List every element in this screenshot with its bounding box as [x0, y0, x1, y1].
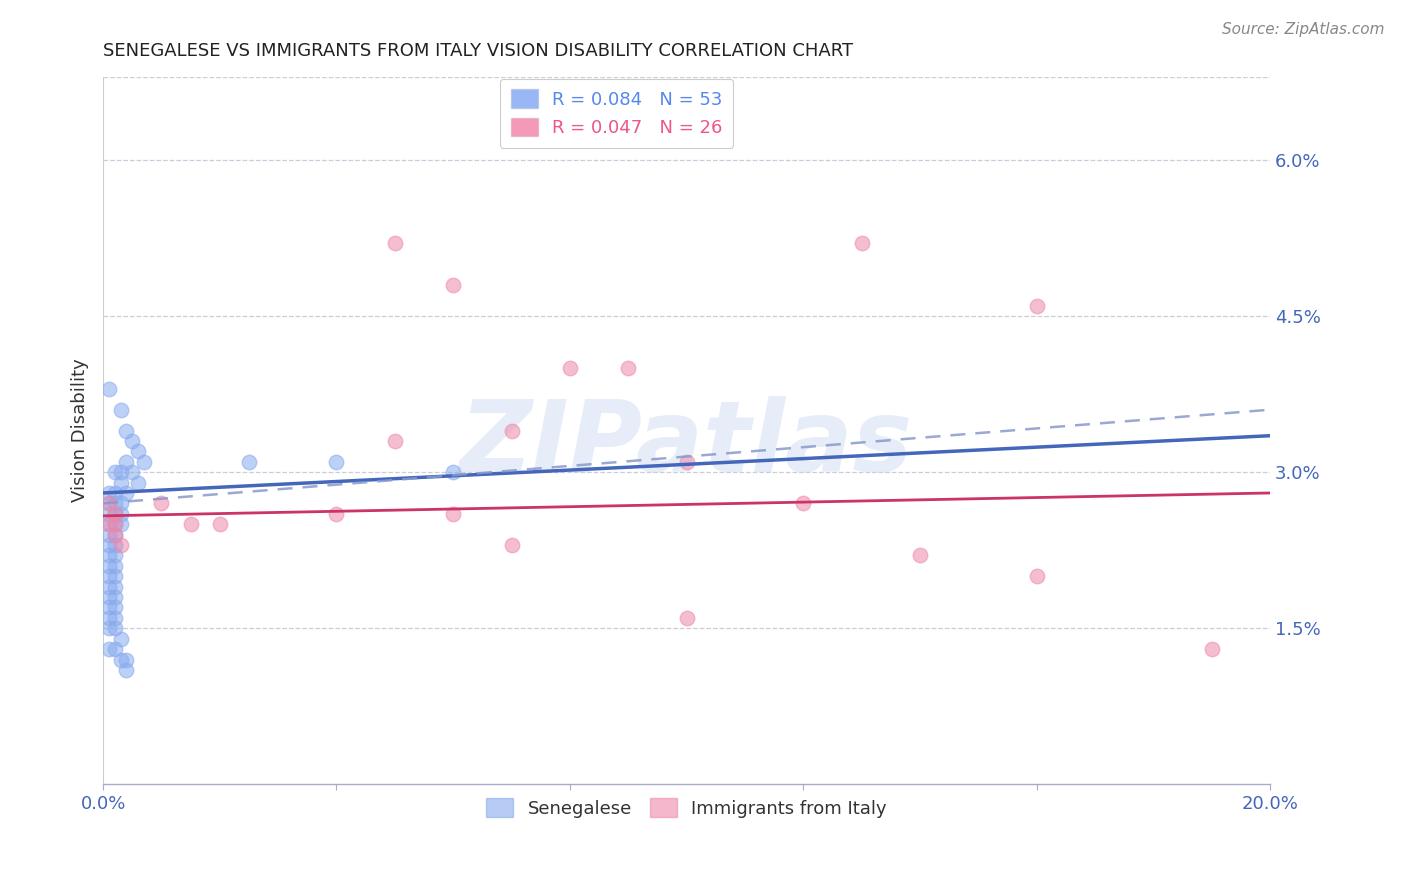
Point — [617, 361, 640, 376]
Point — [792, 496, 814, 510]
Point — [97, 590, 120, 604]
Point — [97, 382, 120, 396]
Point — [115, 424, 138, 438]
Point — [115, 486, 138, 500]
Point — [104, 590, 127, 604]
Point — [104, 517, 127, 532]
Point — [97, 496, 120, 510]
Point — [104, 580, 127, 594]
Point — [1025, 569, 1047, 583]
Point — [110, 632, 132, 646]
Point — [110, 538, 132, 552]
Point — [97, 611, 120, 625]
Point — [104, 600, 127, 615]
Point — [110, 465, 132, 479]
Point — [180, 517, 202, 532]
Point — [104, 621, 127, 635]
Point — [110, 496, 132, 510]
Point — [675, 611, 697, 625]
Point — [104, 507, 127, 521]
Point — [104, 642, 127, 657]
Point — [97, 549, 120, 563]
Y-axis label: Vision Disability: Vision Disability — [72, 359, 89, 502]
Point — [384, 236, 406, 251]
Point — [110, 652, 132, 666]
Point — [104, 611, 127, 625]
Point — [104, 517, 127, 532]
Point — [104, 465, 127, 479]
Point — [97, 569, 120, 583]
Point — [127, 475, 149, 490]
Point — [97, 580, 120, 594]
Point — [104, 538, 127, 552]
Point — [115, 455, 138, 469]
Point — [908, 549, 931, 563]
Point — [208, 517, 231, 532]
Point — [104, 558, 127, 573]
Point — [1025, 299, 1047, 313]
Point — [97, 621, 120, 635]
Point — [97, 517, 120, 532]
Point — [104, 507, 127, 521]
Point — [110, 475, 132, 490]
Text: ZIPatlas: ZIPatlas — [460, 396, 912, 493]
Point — [441, 277, 464, 292]
Point — [501, 538, 523, 552]
Point — [127, 444, 149, 458]
Point — [110, 507, 132, 521]
Point — [97, 507, 120, 521]
Text: Source: ZipAtlas.com: Source: ZipAtlas.com — [1222, 22, 1385, 37]
Point — [121, 434, 143, 448]
Point — [384, 434, 406, 448]
Point — [104, 486, 127, 500]
Point — [238, 455, 260, 469]
Point — [97, 517, 120, 532]
Point — [97, 600, 120, 615]
Point — [104, 496, 127, 510]
Point — [441, 465, 464, 479]
Point — [97, 538, 120, 552]
Point — [132, 455, 155, 469]
Point — [110, 402, 132, 417]
Point — [150, 496, 173, 510]
Point — [97, 642, 120, 657]
Point — [97, 486, 120, 500]
Point — [325, 455, 347, 469]
Point — [115, 652, 138, 666]
Point — [441, 507, 464, 521]
Point — [558, 361, 581, 376]
Point — [851, 236, 873, 251]
Point — [97, 527, 120, 541]
Point — [104, 549, 127, 563]
Text: SENEGALESE VS IMMIGRANTS FROM ITALY VISION DISABILITY CORRELATION CHART: SENEGALESE VS IMMIGRANTS FROM ITALY VISI… — [103, 42, 853, 60]
Point — [110, 517, 132, 532]
Point — [1201, 642, 1223, 657]
Point — [325, 507, 347, 521]
Point — [104, 527, 127, 541]
Point — [97, 558, 120, 573]
Point — [104, 527, 127, 541]
Point — [97, 496, 120, 510]
Point — [115, 663, 138, 677]
Point — [501, 424, 523, 438]
Legend: Senegalese, Immigrants from Italy: Senegalese, Immigrants from Italy — [479, 791, 894, 825]
Point — [675, 455, 697, 469]
Point — [104, 569, 127, 583]
Point — [121, 465, 143, 479]
